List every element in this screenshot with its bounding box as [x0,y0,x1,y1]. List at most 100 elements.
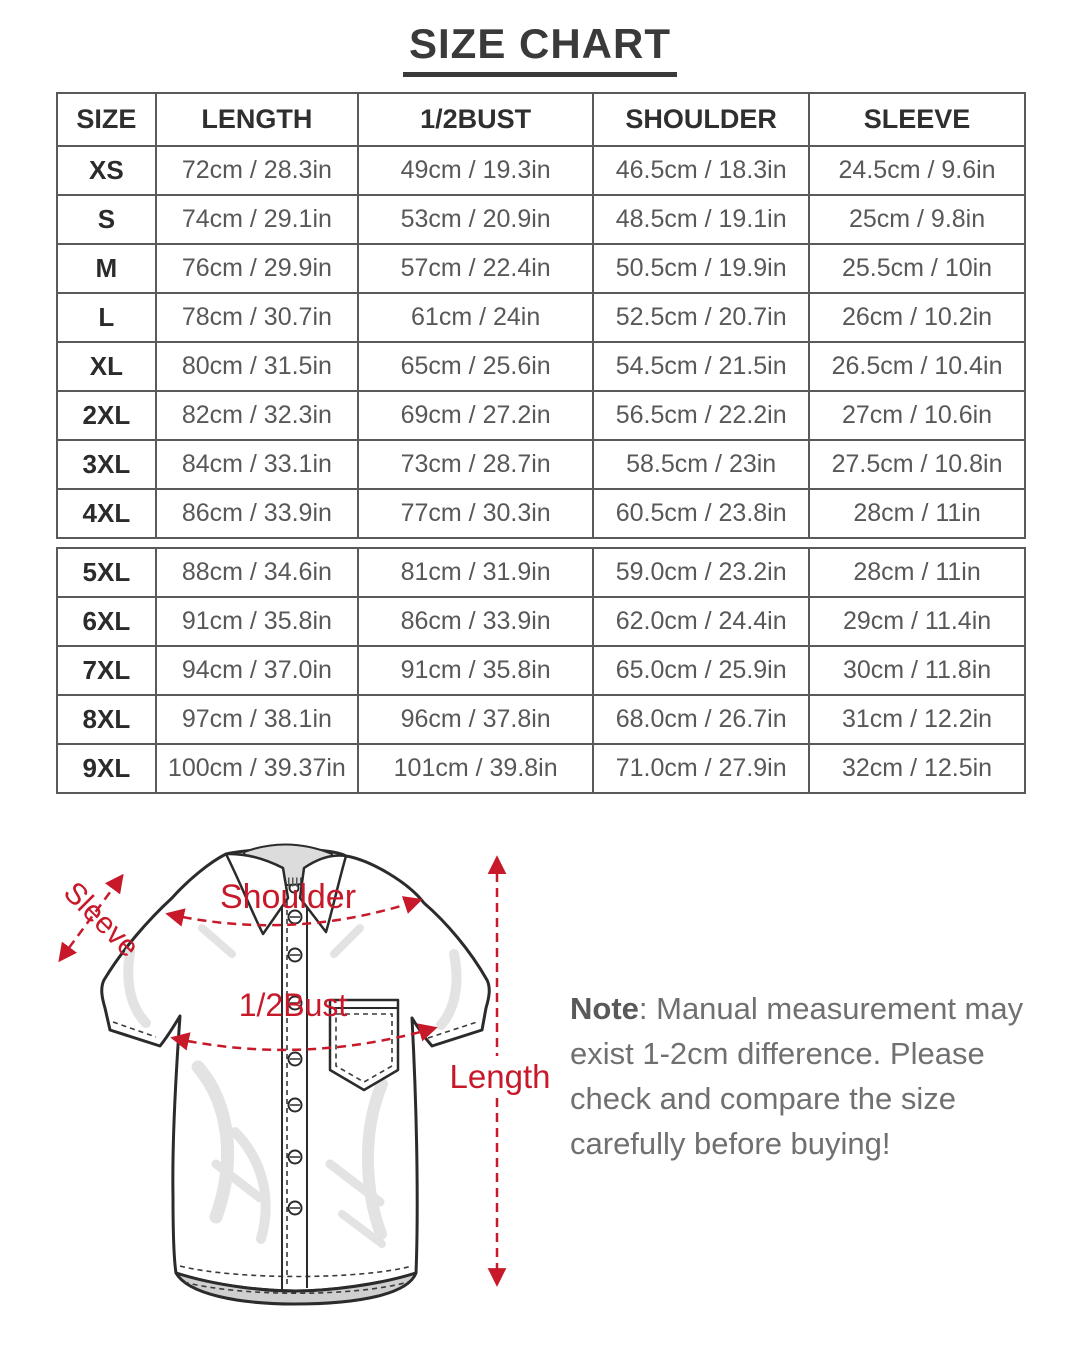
measurement-cell: 58.5cm / 23in [592,439,811,490]
size-cell: XL [56,341,157,392]
measurement-cell: 100cm / 39.37in [154,743,360,794]
size-table-upper: SIZE LENGTH 1/2BUST SHOULDER SLEEVE XS 72cm /… [56,92,1026,539]
table-row: XL 80cm / 31.5in 65cm / 25.6in 54.5cm / 21.… [56,341,1026,392]
measurement-cell: 32cm / 12.5in [808,743,1026,794]
measurement-cell: 25cm / 9.8in [808,194,1026,245]
length-label-backing [454,1056,548,1096]
shoulder-arrow [165,896,423,927]
measurement-cell: 97cm / 38.1in [154,694,360,745]
table-row: 6XL 91cm / 35.8in 86cm / 33.9in 62.0cm / 24… [56,596,1026,647]
measurement-cell: 61cm / 24in [357,292,595,343]
measurement-cell: 68.0cm / 26.7in [592,694,811,745]
measurement-cell: 59.0cm / 23.2in [592,547,811,598]
size-chart-table: SIZE LENGTH 1/2BUST SHOULDER SLEEVE XS 72cm /… [56,92,1026,794]
measurement-cell: 76cm / 29.9in [154,243,360,294]
half-bust-label: 1/2Bust [239,987,348,1023]
size-cell: 8XL [56,694,157,745]
measurement-cell: 77cm / 30.3in [357,488,595,539]
column-header: SIZE [56,92,157,147]
measurement-cell: 50.5cm / 19.9in [592,243,811,294]
table-row: 2XL 82cm / 32.3in 69cm / 27.2in 56.5cm / 22… [56,390,1026,441]
measurement-cell: 73cm / 28.7in [357,439,595,490]
measurement-cell: 30cm / 11.8in [808,645,1026,696]
table-block-gap [56,539,1026,547]
measurement-cell: 24.5cm / 9.6in [808,145,1026,196]
measurement-cell: 56.5cm / 22.2in [592,390,811,441]
measurement-cell: 26.5cm / 10.4in [808,341,1026,392]
column-header: SLEEVE [808,92,1026,147]
size-cell: 3XL [56,439,157,490]
column-header: SHOULDER [592,92,811,147]
measurement-cell: 82cm / 32.3in [154,390,360,441]
measurement-cell: 27cm / 10.6in [808,390,1026,441]
size-cell: S [56,194,157,245]
shirt-measurement-diagram: Sleeve Shoulder 1/2Bust Length [57,843,551,1306]
note-label: Note [570,991,639,1026]
measurement-cell: 88cm / 34.6in [154,547,360,598]
measurement-cell: 29cm / 11.4in [808,596,1026,647]
size-cell: 5XL [56,547,157,598]
measurement-cell: 54.5cm / 21.5in [592,341,811,392]
table-row: 8XL 97cm / 38.1in 96cm / 37.8in 68.0cm / 26… [56,694,1026,745]
sleeve-arrow [58,873,124,963]
table-row: L 78cm / 30.7in 61cm / 24in 52.5cm / 20.7in… [56,292,1026,343]
measurement-cell: 52.5cm / 20.7in [592,292,811,343]
half-bust-arrow [170,1023,438,1052]
measurement-cell: 86cm / 33.9in [357,596,595,647]
measurement-cell: 81cm / 31.9in [357,547,595,598]
note-body: : Manual measurement may exist 1-2cm dif… [570,991,1024,1161]
measurement-cell: 86cm / 33.9in [154,488,360,539]
measurement-cell: 28cm / 11in [808,547,1026,598]
size-cell: 7XL [56,645,157,696]
table-row: XS 72cm / 28.3in 49cm / 19.3in 46.5cm / 18.… [56,145,1026,196]
measurement-cell: 96cm / 37.8in [357,694,595,745]
measurement-cell: 28cm / 11in [808,488,1026,539]
measurement-cell: 71.0cm / 27.9in [592,743,811,794]
table-row: 3XL 84cm / 33.1in 73cm / 28.7in 58.5cm / 23… [56,439,1026,490]
size-cell: 4XL [56,488,157,539]
measurement-cell: 74cm / 29.1in [154,194,360,245]
table-row: 4XL 86cm / 33.9in 77cm / 30.3in 60.5cm / 23… [56,488,1026,539]
measurement-cell: 72cm / 28.3in [154,145,360,196]
size-cell: 2XL [56,390,157,441]
table-row: M 76cm / 29.9in 57cm / 22.4in 50.5cm / 19.9… [56,243,1026,294]
measurement-cell: 69cm / 27.2in [357,390,595,441]
measurement-cell: 84cm / 33.1in [154,439,360,490]
size-cell: XS [56,145,157,196]
measurement-cell: 65.0cm / 25.9in [592,645,811,696]
size-cell: 6XL [56,596,157,647]
measurement-cell: 78cm / 30.7in [154,292,360,343]
measurement-cell: 65cm / 25.6in [357,341,595,392]
table-row: 9XL 100cm / 39.37in 101cm / 39.8in 71.0cm /… [56,743,1026,794]
measurement-cell: 57cm / 22.4in [357,243,595,294]
note-text: Note: Manual measurement may exist 1-2cm… [570,986,1052,1166]
measurement-cell: 31cm / 12.2in [808,694,1026,745]
measurement-cell: 27.5cm / 10.8in [808,439,1026,490]
measurement-cell: 94cm / 37.0in [154,645,360,696]
size-cell: M [56,243,157,294]
table-row: 5XL 88cm / 34.6in 81cm / 31.9in 59.0cm / 23… [56,547,1026,598]
column-header: LENGTH [154,92,360,147]
measurement-cell: 46.5cm / 18.3in [592,145,811,196]
column-header: 1/2BUST [357,92,595,147]
page-title-text: SIZE CHART [403,20,677,77]
table-header-row: SIZE LENGTH 1/2BUST SHOULDER SLEEVE [56,92,1026,147]
measurement-cell: 53cm / 20.9in [357,194,595,245]
length-label: Length [450,1058,551,1095]
size-cell: L [56,292,157,343]
sleeve-label: Sleeve [57,876,145,964]
table-row: S 74cm / 29.1in 53cm / 20.9in 48.5cm / 19.1… [56,194,1026,245]
measurement-cell: 60.5cm / 23.8in [592,488,811,539]
measurement-cell: 25.5cm / 10in [808,243,1026,294]
measurement-cell: 48.5cm / 19.1in [592,194,811,245]
measurement-cell: 101cm / 39.8in [357,743,595,794]
measurement-cell: 26cm / 10.2in [808,292,1026,343]
size-cell: 9XL [56,743,157,794]
measurement-cell: 62.0cm / 24.4in [592,596,811,647]
size-table-lower: 5XL 88cm / 34.6in 81cm / 31.9in 59.0cm / 23… [56,547,1026,794]
measurement-cell: 91cm / 35.8in [154,596,360,647]
table-row: 7XL 94cm / 37.0in 91cm / 35.8in 65.0cm / 25… [56,645,1026,696]
page-title: SIZE CHART [0,20,1080,77]
measurement-cell: 91cm / 35.8in [357,645,595,696]
measurement-cell: 49cm / 19.3in [357,145,595,196]
